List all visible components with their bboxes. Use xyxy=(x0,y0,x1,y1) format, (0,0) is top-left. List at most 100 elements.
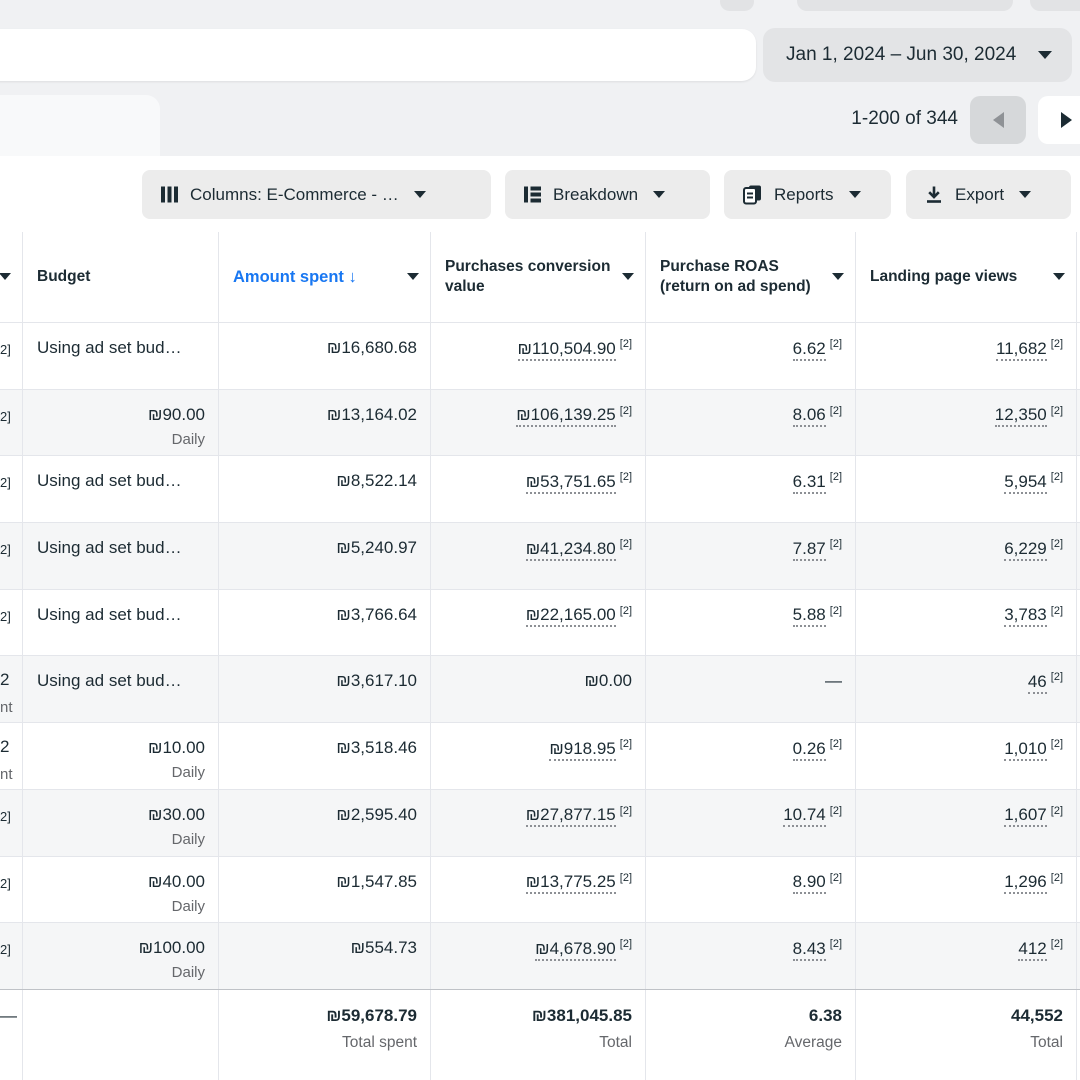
roas-cell: 8.43 [2] xyxy=(645,923,855,989)
breakdown-button-label: Breakdown xyxy=(553,184,639,204)
budget-total-cell xyxy=(22,989,218,1080)
table-row: 2] Using ad set bud… ₪8,522.14 ₪53,751.6… xyxy=(0,455,1080,523)
reports-icon xyxy=(743,185,761,205)
landing-page-views-cell: 412 [2] xyxy=(855,923,1076,989)
export-button-label: Export xyxy=(955,184,1005,204)
roas-average-cell: 6.38 Average xyxy=(645,989,855,1080)
table-row: 2 nt Using ad set bud… ₪3,617.10 ₪0.00 — … xyxy=(0,655,1080,723)
landing-page-views-cell: 1,296 [2] xyxy=(855,856,1076,923)
conversion-value-cell: ₪13,775.25 [2] xyxy=(430,856,645,923)
budget-cell: ₪30.00 Daily xyxy=(22,789,218,856)
header-amount-spent[interactable]: Amount spent ↓ xyxy=(218,232,430,322)
table-row: 2] ₪90.00 Daily ₪13,164.02 ₪106,139.25 [2]… xyxy=(0,388,1080,456)
chevron-down-icon xyxy=(1019,191,1032,198)
budget-cell: Using ad set bud… xyxy=(22,656,218,723)
columns-button[interactable]: Columns: E-Commerce - … xyxy=(142,170,491,219)
conversion-value-cell: ₪4,678.90 [2] xyxy=(430,923,645,989)
roas-cell: 5.88 [2] xyxy=(645,589,855,656)
sort-descending-icon: ↓ xyxy=(348,267,357,286)
amount-spent-cell: ₪5,240.97 xyxy=(218,523,430,589)
roas-cell: 0.26 [2] xyxy=(645,723,855,789)
landing-page-views-total-cell: 44,552 Total xyxy=(855,989,1076,1080)
chevron-down-icon xyxy=(832,273,844,280)
table-row: 2] Using ad set bud… ₪5,240.97 ₪41,234.8… xyxy=(0,522,1080,589)
amount-spent-cell: ₪2,595.40 xyxy=(218,789,430,856)
table-row: 2] ₪100.00 Daily ₪554.73 ₪4,678.90 [2] 8.4… xyxy=(0,922,1080,989)
chevron-down-icon xyxy=(0,273,11,280)
amount-spent-total-cell: ₪59,678.79 Total spent xyxy=(218,989,430,1080)
header-landing-page-views[interactable]: Landing page views xyxy=(855,232,1076,322)
chevron-down-icon xyxy=(1053,273,1065,280)
clipped-top-button-fragment xyxy=(797,0,1013,11)
landing-page-views-cell: 11,682 [2] xyxy=(855,323,1076,389)
date-range-label: Jan 1, 2024 – Jun 30, 2024 xyxy=(786,44,1017,65)
amount-spent-cell: ₪1,547.85 xyxy=(218,856,430,923)
amount-spent-cell: ₪3,518.46 xyxy=(218,723,430,789)
budget-cell: ₪100.00 Daily xyxy=(22,923,218,989)
budget-cell: ₪90.00 Daily xyxy=(22,389,218,456)
budget-cell: Using ad set bud… xyxy=(22,323,218,389)
landing-page-views-cell: 1,607 [2] xyxy=(855,789,1076,856)
chevron-down-icon xyxy=(653,191,666,198)
conversion-value-cell: ₪22,165.00 [2] xyxy=(430,589,645,656)
conversion-value-cell: ₪110,504.90 [2] xyxy=(430,323,645,389)
amount-spent-cell: ₪554.73 xyxy=(218,923,430,989)
previous-page-button[interactable] xyxy=(970,96,1026,144)
clipped-tab[interactable] xyxy=(0,95,160,157)
export-download-icon xyxy=(927,186,941,203)
roas-cell: 7.87 [2] xyxy=(645,523,855,589)
amount-spent-cell: ₪3,766.64 xyxy=(218,589,430,656)
landing-page-views-cell: 6,229 [2] xyxy=(855,523,1076,589)
roas-cell: 6.31 [2] xyxy=(645,456,855,523)
next-page-button[interactable] xyxy=(1038,96,1080,144)
columns-button-label: Columns: E-Commerce - … xyxy=(190,184,399,204)
totals-row: — ₪59,678.79 Total spent ₪381,045.85 Tot… xyxy=(0,988,1080,1080)
chevron-down-icon xyxy=(1038,51,1052,59)
landing-page-views-cell: 3,783 [2] xyxy=(855,589,1076,656)
amount-spent-cell: ₪16,680.68 xyxy=(218,323,430,389)
roas-cell: 10.74 [2] xyxy=(645,789,855,856)
clipped-next-column xyxy=(1076,232,1080,322)
table-header-row: Budget Amount spent ↓ Purchases conversi… xyxy=(0,232,1080,322)
export-button[interactable]: Export xyxy=(906,170,1071,219)
header-budget[interactable]: Budget xyxy=(22,232,218,322)
breakdown-icon xyxy=(524,186,541,203)
conversion-value-cell: ₪918.95 [2] xyxy=(430,723,645,789)
amount-spent-cell: ₪8,522.14 xyxy=(218,456,430,523)
landing-page-views-cell: 12,350 [2] xyxy=(855,389,1076,456)
table-row: 2] ₪30.00 Daily ₪2,595.40 ₪27,877.15 [2] 1… xyxy=(0,788,1080,856)
table-row: 2] Using ad set bud… ₪16,680.68 ₪110,504… xyxy=(0,322,1080,389)
roas-cell: 8.06 [2] xyxy=(645,389,855,456)
header-purchase-roas[interactable]: Purchase ROAS (return on ad spend) xyxy=(645,232,855,322)
budget-cell: Using ad set bud… xyxy=(22,523,218,589)
conversion-value-cell: ₪0.00 xyxy=(430,656,645,723)
roas-cell: 8.90 [2] xyxy=(645,856,855,923)
budget-cell: ₪40.00 Daily xyxy=(22,856,218,923)
conversion-value-cell: ₪27,877.15 [2] xyxy=(430,789,645,856)
landing-page-views-cell: 1,010 [2] xyxy=(855,723,1076,789)
clipped-top-button-fragment xyxy=(1030,0,1080,11)
breakdown-button[interactable]: Breakdown xyxy=(505,170,710,219)
table-row: 2 nt ₪10.00 Daily ₪3,518.46 ₪918.95 [2] 0.2… xyxy=(0,722,1080,789)
chevron-down-icon xyxy=(848,191,861,198)
conversion-value-cell: ₪41,234.80 [2] xyxy=(430,523,645,589)
clipped-prev-column-header[interactable] xyxy=(0,232,22,322)
reports-button-label: Reports xyxy=(774,184,834,204)
roas-cell: — xyxy=(645,656,855,723)
budget-cell: ₪10.00 Daily xyxy=(22,723,218,789)
conversion-value-cell: ₪53,751.65 [2] xyxy=(430,456,645,523)
table-row: 2] Using ad set bud… ₪3,766.64 ₪22,165.0… xyxy=(0,588,1080,656)
chevron-down-icon xyxy=(413,191,426,198)
reports-button[interactable]: Reports xyxy=(724,170,891,219)
chevron-right-icon xyxy=(1060,112,1072,128)
conversion-value-total-cell: ₪381,045.85 Total xyxy=(430,989,645,1080)
header-purchases-conversion-value[interactable]: Purchases conversion value xyxy=(430,232,645,322)
budget-cell: Using ad set bud… xyxy=(22,589,218,656)
search-input[interactable] xyxy=(0,29,756,81)
chevron-down-icon xyxy=(407,273,419,280)
date-range-button[interactable]: Jan 1, 2024 – Jun 30, 2024 xyxy=(763,28,1072,82)
landing-page-views-cell: 5,954 [2] xyxy=(855,456,1076,523)
pagination-range-text: 1-200 of 344 xyxy=(851,108,958,129)
amount-spent-cell: ₪13,164.02 xyxy=(218,389,430,456)
